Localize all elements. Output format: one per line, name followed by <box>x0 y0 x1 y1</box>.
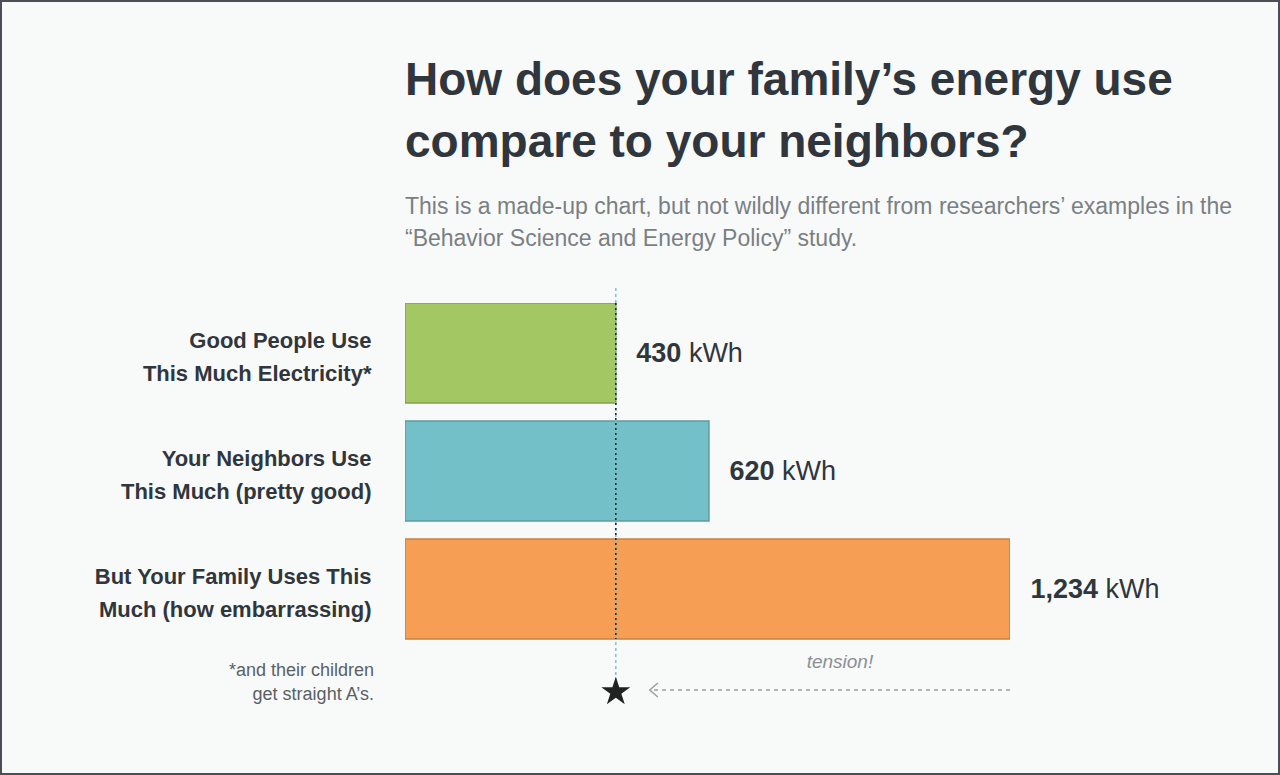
svg-text:Good People UseThis Much Elect: Good People UseThis Much Electricity* <box>143 328 372 386</box>
svg-text:tension!: tension! <box>807 651 874 672</box>
svg-text:430 kWh: 430 kWh <box>636 338 743 368</box>
svg-text:620 kWh: 620 kWh <box>729 456 836 486</box>
html-text:This is a made-up chart, but n: This is a made-up chart, but not wildly … <box>405 193 1233 251</box>
html-text:How does your family’s energy: How does your family’s energy use compar… <box>405 53 1173 167</box>
svg-text:1,234 kWh: 1,234 kWh <box>1031 574 1160 604</box>
svg-text:*and their childrenget straigh: *and their childrenget straight A’s. <box>229 660 374 704</box>
svg-text:Your Neighbors UseThis Much (p: Your Neighbors UseThis Much (pretty good… <box>121 446 372 504</box>
svg-text:But Your Family Uses ThisMuch: But Your Family Uses ThisMuch (how embar… <box>95 564 372 622</box>
